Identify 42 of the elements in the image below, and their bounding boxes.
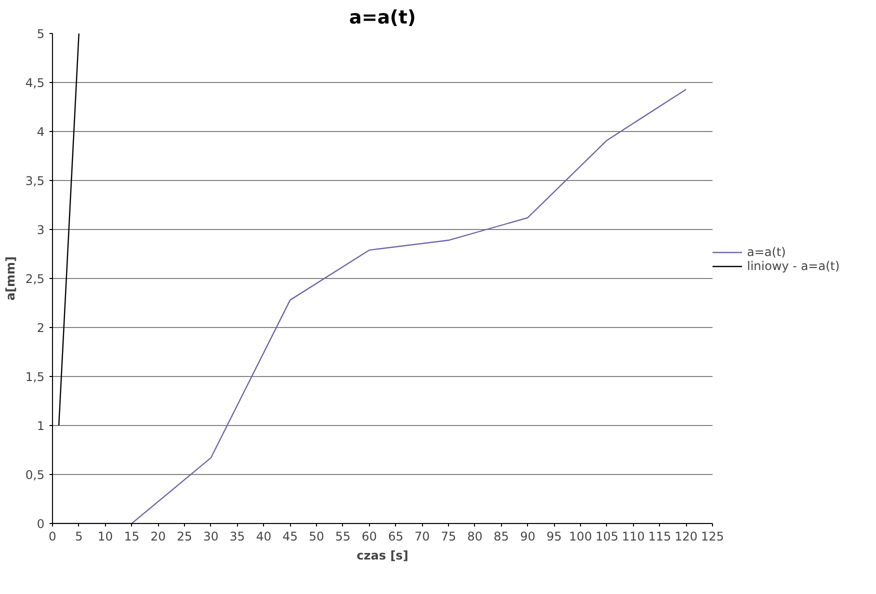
x-tick-label: 0 <box>48 530 56 544</box>
y-tick-label: 3 <box>36 223 45 237</box>
x-tick-label: 90 <box>520 530 536 544</box>
x-tick-label: 55 <box>335 530 351 544</box>
x-tick-label: 70 <box>414 530 430 544</box>
y-tick-label: 1,5 <box>25 370 45 384</box>
y-axis-title: a[mm] <box>3 256 18 301</box>
x-axis-title: czas [s] <box>356 548 408 562</box>
chart-title: a=a(t) <box>349 8 416 28</box>
y-tick-label: 2,5 <box>25 272 45 286</box>
y-tick-label: 2 <box>36 321 45 335</box>
y-tick-label: 0 <box>36 517 45 531</box>
x-tick-label: 20 <box>150 530 166 544</box>
x-tick-label: 125 <box>701 530 724 544</box>
x-tick-label: 105 <box>595 530 618 544</box>
x-tick-label: 45 <box>282 530 298 544</box>
x-tick-label: 110 <box>622 530 645 544</box>
y-tick-label: 5 <box>36 27 45 41</box>
x-tick-label: 65 <box>388 530 404 544</box>
y-tick-label: 3,5 <box>25 174 45 188</box>
x-tick-label: 35 <box>230 530 245 544</box>
x-tick-label: 50 <box>308 530 324 544</box>
x-tick-label: 25 <box>176 530 192 544</box>
x-tick-label: 60 <box>362 530 377 544</box>
legend-label: a=a(t) <box>747 245 786 259</box>
x-tick-label: 120 <box>674 530 698 544</box>
legend-label: liniowy - a=a(t) <box>747 259 840 273</box>
x-tick-label: 40 <box>256 530 272 544</box>
y-tick-label: 0,5 <box>25 468 45 482</box>
x-tick-label: 5 <box>75 530 83 544</box>
x-tick-label: 80 <box>467 530 483 544</box>
x-tick-label: 75 <box>440 530 456 544</box>
x-tick-label: 15 <box>124 530 140 544</box>
x-tick-label: 100 <box>569 530 592 544</box>
y-tick-label: 1 <box>36 419 45 433</box>
x-tick-label: 115 <box>648 530 672 544</box>
x-tick-label: 10 <box>98 530 113 544</box>
x-tick-label: 95 <box>546 530 562 544</box>
y-tick-label: 4 <box>36 125 45 139</box>
y-tick-label: 4,5 <box>25 76 45 90</box>
x-tick-label: 30 <box>203 530 219 544</box>
x-tick-label: 85 <box>494 530 509 544</box>
